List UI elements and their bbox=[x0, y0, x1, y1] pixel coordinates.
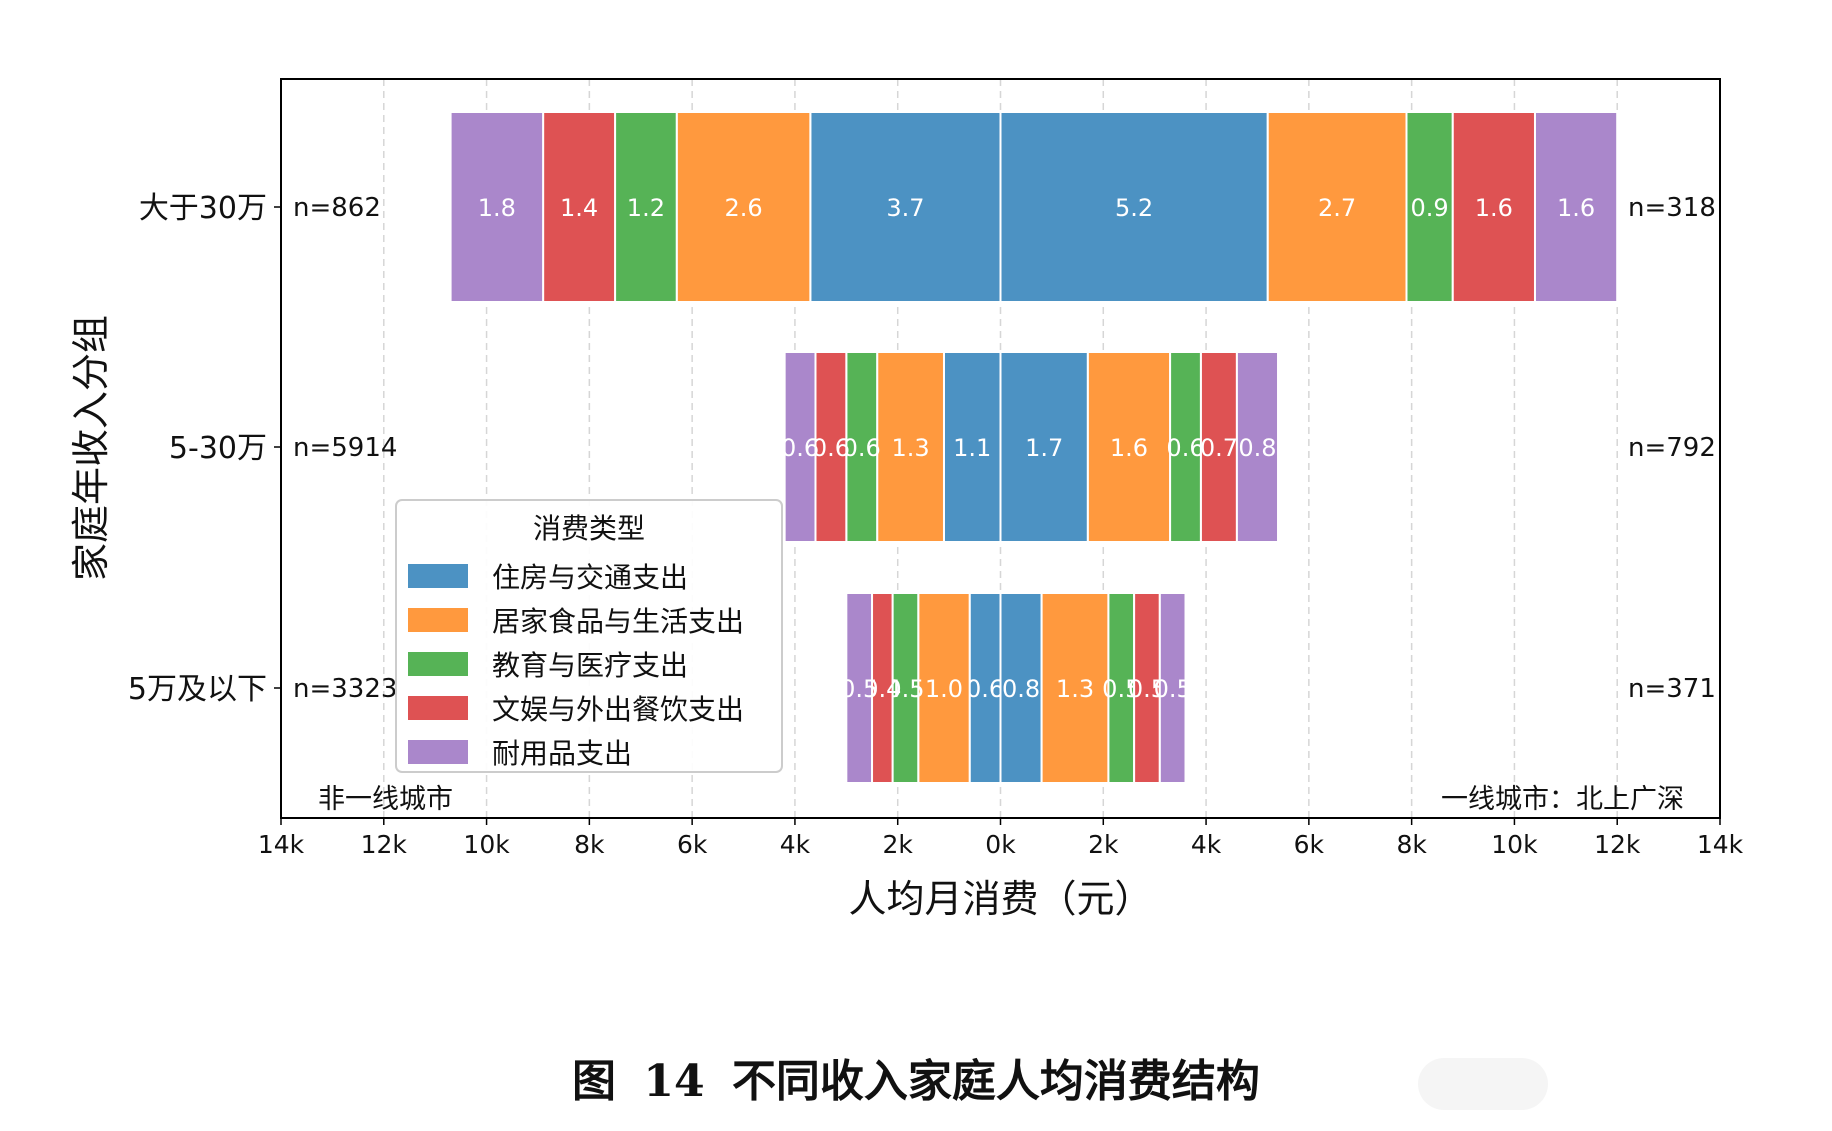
legend-title: 消费类型 bbox=[533, 512, 645, 545]
bar-value-label: 0.8 bbox=[1002, 675, 1040, 703]
bar-value-label: 3.7 bbox=[886, 194, 924, 222]
y-tick-label: 5万及以下 bbox=[128, 672, 267, 707]
bar-value-label: 1.6 bbox=[1475, 194, 1513, 222]
x-tick-label: 4k bbox=[1191, 830, 1222, 859]
bar-segment bbox=[1266, 111, 1408, 303]
x-tick-label: 14k bbox=[258, 830, 305, 859]
bar-segment bbox=[814, 351, 848, 543]
right-n-label: n=318 bbox=[1628, 193, 1716, 223]
x-tick-label: 10k bbox=[463, 830, 510, 859]
legend-swatch bbox=[408, 696, 468, 720]
bar-value-label: 0.8 bbox=[1238, 434, 1276, 462]
bar-value-label: 0.5 bbox=[1154, 675, 1192, 703]
caption-prefix: 图 bbox=[572, 1056, 617, 1107]
bar-value-label: 1.4 bbox=[560, 194, 598, 222]
bar-segment bbox=[1169, 351, 1202, 543]
x-tick-label: 2k bbox=[1088, 830, 1119, 859]
y-tick-label: 大于30万 bbox=[139, 191, 267, 226]
caption-number: 14 bbox=[643, 1056, 705, 1107]
bar-value-label: 0.7 bbox=[1200, 434, 1238, 462]
bar-segment bbox=[1158, 592, 1187, 784]
bar-value-label: 1.3 bbox=[891, 434, 929, 462]
bar-value-label: 0.5 bbox=[840, 675, 878, 703]
caption-text: 不同收入家庭人均消费结构 bbox=[731, 1056, 1260, 1107]
legend-swatch bbox=[408, 740, 468, 764]
bar-segment bbox=[1107, 592, 1136, 784]
bar-segment bbox=[1040, 592, 1110, 784]
legend-swatch bbox=[408, 652, 468, 676]
bar-value-label: 1.2 bbox=[627, 194, 665, 222]
legend-entry-label: 教育与医疗支出 bbox=[492, 649, 688, 682]
x-tick-label: 14k bbox=[1697, 830, 1744, 859]
bar-segment bbox=[876, 351, 945, 543]
x-tick-label: 8k bbox=[1396, 830, 1427, 859]
bar-value-label: 0.6 bbox=[843, 434, 881, 462]
legend-swatch bbox=[408, 608, 468, 632]
bar-segment bbox=[1533, 111, 1619, 303]
x-tick-label: 12k bbox=[1594, 830, 1641, 859]
bar-value-label: 2.7 bbox=[1318, 194, 1356, 222]
left-n-label: n=862 bbox=[293, 193, 381, 223]
x-tick-label: 4k bbox=[780, 830, 811, 859]
bar-segment bbox=[542, 111, 617, 303]
x-tick-label: 12k bbox=[361, 830, 408, 859]
bar-value-label: 0.9 bbox=[1411, 194, 1449, 222]
bar-value-label: 1.8 bbox=[478, 194, 516, 222]
left-n-label: n=5914 bbox=[293, 433, 397, 463]
legend-box bbox=[395, 499, 783, 773]
bar-segment bbox=[1086, 351, 1172, 543]
bar-segment bbox=[1451, 111, 1536, 303]
bar-segment bbox=[845, 592, 874, 784]
bar-segment bbox=[999, 351, 1089, 543]
bar-segment bbox=[999, 592, 1043, 784]
figure-caption: 图 14 不同收入家庭人均消费结构 bbox=[0, 1045, 1832, 1109]
bar-segment bbox=[1235, 351, 1280, 543]
bar-value-label: 1.6 bbox=[1557, 194, 1595, 222]
x-tick-label: 8k bbox=[574, 830, 605, 859]
legend-swatch bbox=[408, 564, 468, 588]
x-tick-label: 2k bbox=[883, 830, 914, 859]
bar-segment bbox=[891, 592, 920, 784]
bar-segment bbox=[999, 111, 1269, 303]
x-tick-label: 6k bbox=[677, 830, 708, 859]
left-group-label: 非一线城市 bbox=[318, 784, 453, 815]
bar-value-label: 1.7 bbox=[1025, 434, 1063, 462]
bar-value-label: 1.0 bbox=[925, 675, 963, 703]
bar-segment bbox=[1405, 111, 1454, 303]
x-tick-label: 10k bbox=[1491, 830, 1538, 859]
bar-value-label: 2.6 bbox=[724, 194, 762, 222]
bar-value-label: 0.6 bbox=[1166, 434, 1204, 462]
bar-value-label: 1.6 bbox=[1110, 434, 1148, 462]
bar-segment bbox=[783, 351, 817, 543]
bar-value-label: 1.1 bbox=[953, 434, 991, 462]
y-axis-label: 家庭年收入分组 bbox=[69, 315, 113, 581]
bar-value-label: 0.6 bbox=[781, 434, 819, 462]
right-n-label: n=792 bbox=[1628, 433, 1716, 463]
watermark-badge bbox=[1418, 1058, 1548, 1110]
bar-segment bbox=[1133, 592, 1161, 784]
legend-entry-label: 文娱与外出餐饮支出 bbox=[492, 693, 744, 726]
x-axis-label: 人均月消费（元） bbox=[848, 877, 1152, 921]
bar-value-label: 5.2 bbox=[1115, 194, 1153, 222]
x-tick-label: 6k bbox=[1294, 830, 1325, 859]
bar-segment bbox=[449, 111, 545, 303]
x-tick-label: 0k bbox=[985, 830, 1016, 859]
bar-segment bbox=[1199, 351, 1238, 543]
y-tick-label: 5-30万 bbox=[169, 431, 267, 466]
bar-value-label: 1.3 bbox=[1056, 675, 1094, 703]
bar-value-label: 0.6 bbox=[966, 675, 1004, 703]
right-n-label: n=371 bbox=[1628, 674, 1716, 704]
bar-value-label: 0.6 bbox=[812, 434, 850, 462]
legend-entry-label: 居家食品与生活支出 bbox=[492, 605, 744, 638]
legend-entry-label: 耐用品支出 bbox=[492, 737, 632, 770]
bar-segment bbox=[845, 351, 879, 543]
left-n-label: n=3323 bbox=[293, 674, 397, 704]
legend-entry-label: 住房与交通支出 bbox=[492, 561, 688, 594]
right-group-label: 一线城市：北上广深 bbox=[1441, 784, 1684, 815]
